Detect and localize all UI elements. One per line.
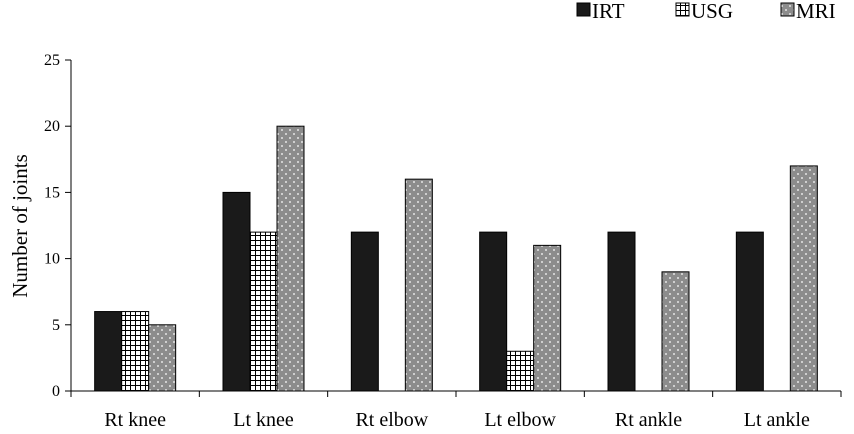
- bar-mri-lt-elbow: [533, 244, 562, 392]
- bar-mri-lt-ankle: [789, 165, 818, 392]
- legend-swatch-irt: [576, 2, 591, 17]
- bar-usg-lt-elbow: [506, 350, 535, 392]
- bar-irt-lt-knee: [222, 191, 251, 392]
- y-tick-label: 0: [52, 383, 60, 400]
- y-tick-label: 5: [52, 317, 60, 334]
- legend-swatch-mri: [780, 2, 795, 17]
- bar-irt-rt-elbow: [350, 231, 379, 392]
- y-axis-title: Number of joints: [8, 154, 32, 297]
- bar-usg-rt-knee: [121, 311, 150, 392]
- x-tick-label: Rt ankle: [615, 409, 682, 431]
- x-tick-label: Lt ankle: [744, 409, 810, 431]
- x-tick-label: Rt elbow: [355, 409, 428, 431]
- bar-irt-rt-knee: [94, 311, 123, 392]
- legend: IRT USG MRI: [576, 0, 836, 23]
- legend-label-irt: IRT: [592, 0, 625, 23]
- x-axis: Rt knee Lt knee Rt elbow Lt elbow Rt ankle Lt…: [70, 390, 842, 431]
- bar-mri-rt-knee: [148, 324, 177, 392]
- x-tick-label: Rt knee: [104, 409, 166, 431]
- bar-mri-rt-elbow: [404, 178, 433, 392]
- bars: [94, 125, 818, 392]
- y-tick-label: 25: [44, 52, 60, 69]
- bar-mri-rt-ankle: [661, 271, 690, 392]
- y-tick-label: 15: [44, 184, 60, 201]
- bar-irt-rt-ankle: [607, 231, 636, 392]
- legend-swatch-usg: [675, 2, 690, 17]
- y-tick-label: 20: [44, 118, 60, 135]
- bar-mri-lt-knee: [276, 125, 305, 392]
- legend-label-mri: MRI: [796, 0, 836, 23]
- bar-irt-lt-ankle: [735, 231, 764, 392]
- bar-usg-lt-knee: [249, 231, 278, 392]
- y-axis: 0 5 10 15 20 25: [44, 52, 72, 400]
- legend-label-usg: USG: [691, 0, 733, 23]
- x-tick-label: Lt knee: [233, 409, 294, 431]
- y-tick-label: 10: [44, 251, 60, 268]
- x-tick-label: Lt elbow: [484, 409, 556, 431]
- bar-irt-lt-elbow: [479, 231, 508, 392]
